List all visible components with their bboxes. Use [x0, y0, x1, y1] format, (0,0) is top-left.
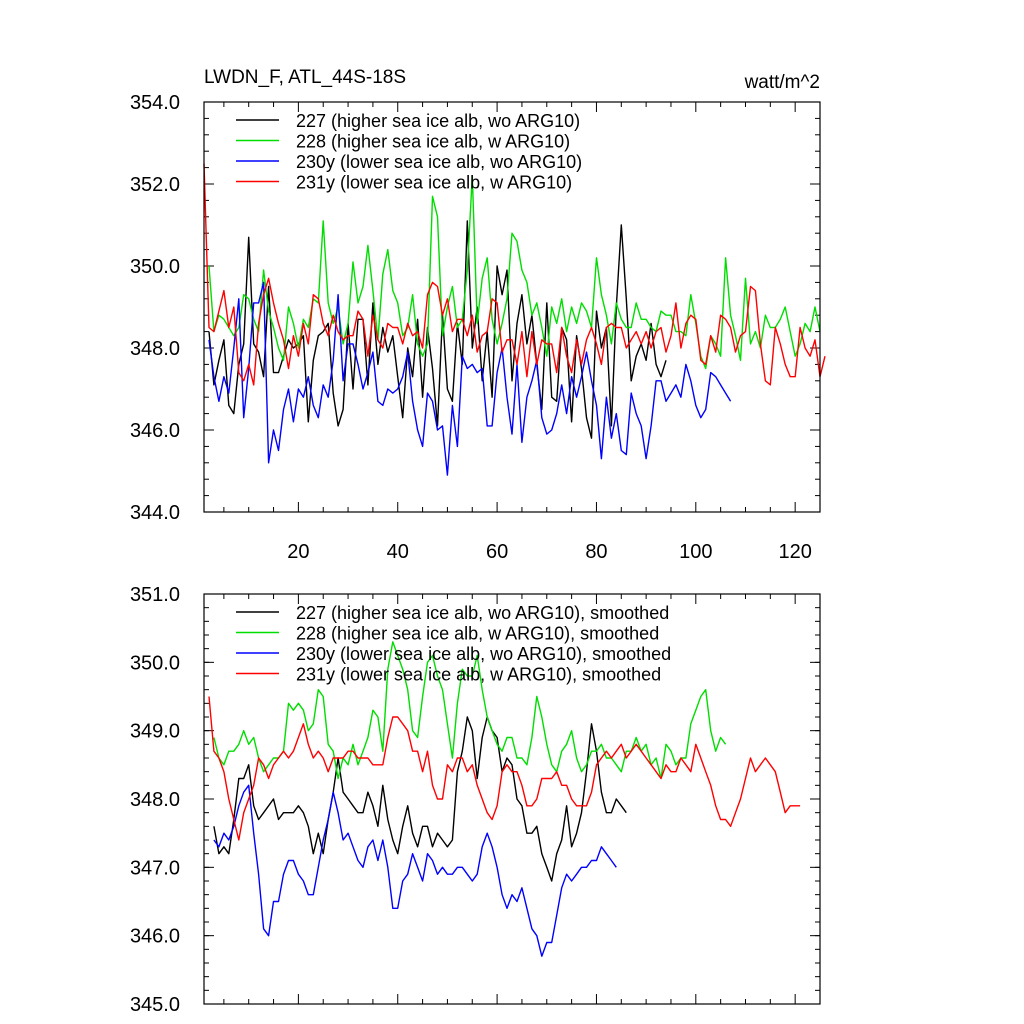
top-series-lines	[203, 163, 826, 476]
top-chart-title: LWDN_F, ATL_44S-18S	[204, 67, 406, 88]
y-tick-label: 349.0	[130, 721, 180, 743]
y-tick-label: 346.0	[130, 420, 180, 442]
series-line-3	[213, 784, 617, 957]
bottom-legend: 227 (higher sea ice alb, wo ARG10), smoo…	[236, 603, 671, 685]
bottom-ticks: 345.0 346.0 347.0 348.0 349.0 350.0 351.0	[130, 584, 821, 1016]
y-tick-label: 348.0	[130, 338, 180, 360]
series-line-4	[203, 163, 826, 386]
y-tick-label: 352.0	[130, 174, 180, 196]
x-tick-label: 120	[778, 541, 811, 563]
x-tick-label: 40	[387, 541, 409, 563]
series-line-3	[208, 281, 732, 476]
y-tick-label: 351.0	[130, 584, 180, 606]
legend-label: 230y (lower sea ice alb, wo ARG10)	[296, 152, 582, 172]
series-line-1	[213, 716, 627, 882]
top-chart-units: watt/m^2	[744, 72, 820, 93]
x-tick-label: 100	[679, 541, 712, 563]
legend-label: 228 (higher sea ice alb, w ARG10), smoot…	[296, 624, 659, 644]
legend-label: 227 (higher sea ice alb, wo ARG10)	[296, 111, 580, 131]
y-tick-label: 346.0	[130, 926, 180, 948]
top-panel: LWDN_F, ATL_44S-18S watt/m^2 344.0346.03…	[130, 67, 826, 563]
top-ticks: 344.0 346.0 348.0 350.0 352.0 354.0 20 40 60 80 10…	[130, 92, 821, 563]
y-tick-label: 348.0	[130, 789, 180, 811]
y-tick-label: 344.0	[130, 502, 180, 524]
x-tick-label: 20	[287, 541, 309, 563]
legend-label: 227 (higher sea ice alb, wo ARG10), smoo…	[296, 603, 669, 623]
legend-label: 228 (higher sea ice alb, w ARG10)	[296, 132, 570, 152]
y-tick-label: 347.0	[130, 857, 180, 879]
legend-label: 230y (lower sea ice alb, wo ARG10), smoo…	[296, 644, 671, 664]
legend-label: 231y (lower sea ice alb, w ARG10)	[296, 173, 572, 193]
y-tick-label: 354.0	[130, 92, 180, 114]
series-line-4	[208, 696, 801, 841]
y-tick-label: 350.0	[130, 652, 180, 674]
x-tick-label: 60	[486, 541, 508, 563]
bottom-plot-frame	[203, 593, 821, 1005]
top-plot-frame	[203, 101, 821, 513]
bottom-series-lines	[208, 641, 801, 957]
bottom-panel: 345.0 346.0 347.0 348.0 349.0 350.0 351.0 227 …	[130, 584, 821, 1016]
x-tick-label: 80	[585, 541, 607, 563]
y-tick-label: 350.0	[130, 256, 180, 278]
y-tick-label: 345.0	[130, 994, 180, 1016]
series-line-1	[208, 220, 667, 439]
top-legend: 227 (higher sea ice alb, wo ARG10)228 (h…	[236, 111, 582, 193]
legend-label: 231y (lower sea ice alb, w ARG10), smoot…	[296, 665, 661, 685]
